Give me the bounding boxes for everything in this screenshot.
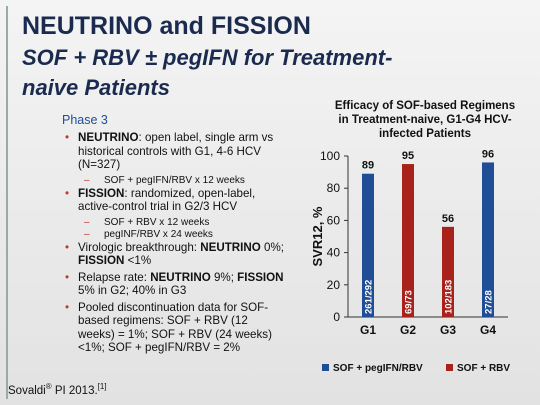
bullet-text: <1% — [124, 254, 152, 267]
chart-title: infected Patients — [379, 128, 471, 140]
bullet-text: NEUTRINO — [78, 131, 139, 144]
footnote-part: ® — [45, 382, 52, 391]
y-axis-label: SVR12, % — [310, 206, 325, 266]
y-tick-label: 60 — [327, 213, 341, 227]
bullet-text: FISSION — [237, 270, 284, 284]
bullet-text: : open label, single arm vs historical c… — [78, 131, 274, 171]
bullet-text: 9%; — [210, 270, 238, 284]
bullet: Virologic breakthrough: NEUTRINO 0%; FIS… — [62, 241, 284, 268]
y-tick-label: 100 — [320, 149, 340, 163]
data-label: 89 — [362, 160, 374, 172]
x-tick-label: G3 — [440, 323, 456, 337]
legend-swatch — [446, 364, 453, 371]
footnote: Sovaldi® PI 2013.[1] — [8, 382, 107, 397]
x-tick-label: G4 — [480, 323, 496, 337]
bullet-text: 0%; — [260, 240, 284, 254]
inner-label: 261/292 — [364, 280, 375, 314]
y-tick-label: 20 — [327, 278, 341, 292]
bar — [482, 162, 494, 317]
y-tick-label: 40 — [327, 246, 341, 260]
x-tick-label: G1 — [360, 323, 376, 337]
bullet-text: FISSION — [78, 186, 125, 200]
slide-subtitle: SOF + RBV ± pegIFN for Treatment- — [22, 45, 393, 70]
footnote-part: Sovaldi — [8, 384, 46, 397]
data-label: 56 — [442, 213, 454, 225]
inner-label: 27/28 — [484, 290, 495, 314]
sub-bullet: pegINF/RBV x 24 weeks — [62, 229, 284, 241]
chart-title: in Treatment-naive, G1-G4 HCV- — [338, 114, 511, 126]
sub-bullet: SOF + RBV x 12 weeks — [62, 217, 284, 229]
bullet-text: NEUTRINO — [150, 270, 211, 284]
bullet-text: Pooled discontinuation data for SOF-base… — [78, 300, 272, 355]
y-tick-label: 80 — [327, 181, 341, 195]
bullet-list: NEUTRINO: open label, single arm vs hist… — [62, 131, 284, 358]
y-tick-label: 0 — [333, 310, 340, 324]
data-label: 95 — [402, 150, 414, 162]
legend-label: SOF + pegIFN/RBV — [333, 363, 423, 374]
bullet-text: NEUTRINO — [200, 240, 261, 254]
bullet: Relapse rate: NEUTRINO 9%; FISSION 5% in… — [62, 271, 284, 298]
slide-subtitle: naive Patients — [22, 75, 170, 100]
bullet-text: Relapse rate: — [78, 270, 151, 284]
left-rule — [6, 6, 8, 399]
phase-label: Phase 3 — [62, 113, 108, 127]
bullet: Pooled discontinuation data for SOF-base… — [62, 301, 284, 355]
footnote-part: PI 2013. — [51, 384, 98, 397]
x-tick-label: G2 — [400, 323, 416, 337]
bullet-text: FISSION — [78, 254, 125, 267]
bullet: FISSION: randomized, open-label, active-… — [62, 187, 284, 214]
bullet-text: Virologic breakthrough: — [78, 240, 201, 254]
sub-bullet: SOF + pegIFN/RBV x 12 weeks — [62, 175, 284, 187]
bullet: NEUTRINO: open label, single arm vs hist… — [62, 131, 284, 172]
inner-label: 69/73 — [404, 290, 415, 314]
footnote-part: [1] — [97, 382, 107, 391]
bullet-text: : randomized, open-label, active-control… — [78, 186, 256, 214]
bar — [402, 164, 414, 317]
bullet-text: 5% in G2; 40% in G3 — [78, 284, 187, 297]
data-label: 96 — [482, 148, 494, 160]
bar — [442, 226, 454, 317]
inner-label: 102/183 — [444, 280, 455, 314]
chart-title: Efficacy of SOF-based Regimens — [335, 100, 515, 112]
legend-label: SOF + RBV — [457, 363, 510, 374]
bar — [362, 173, 374, 317]
legend-swatch — [322, 364, 329, 371]
slide-title: NEUTRINO and FISSION — [22, 12, 311, 40]
